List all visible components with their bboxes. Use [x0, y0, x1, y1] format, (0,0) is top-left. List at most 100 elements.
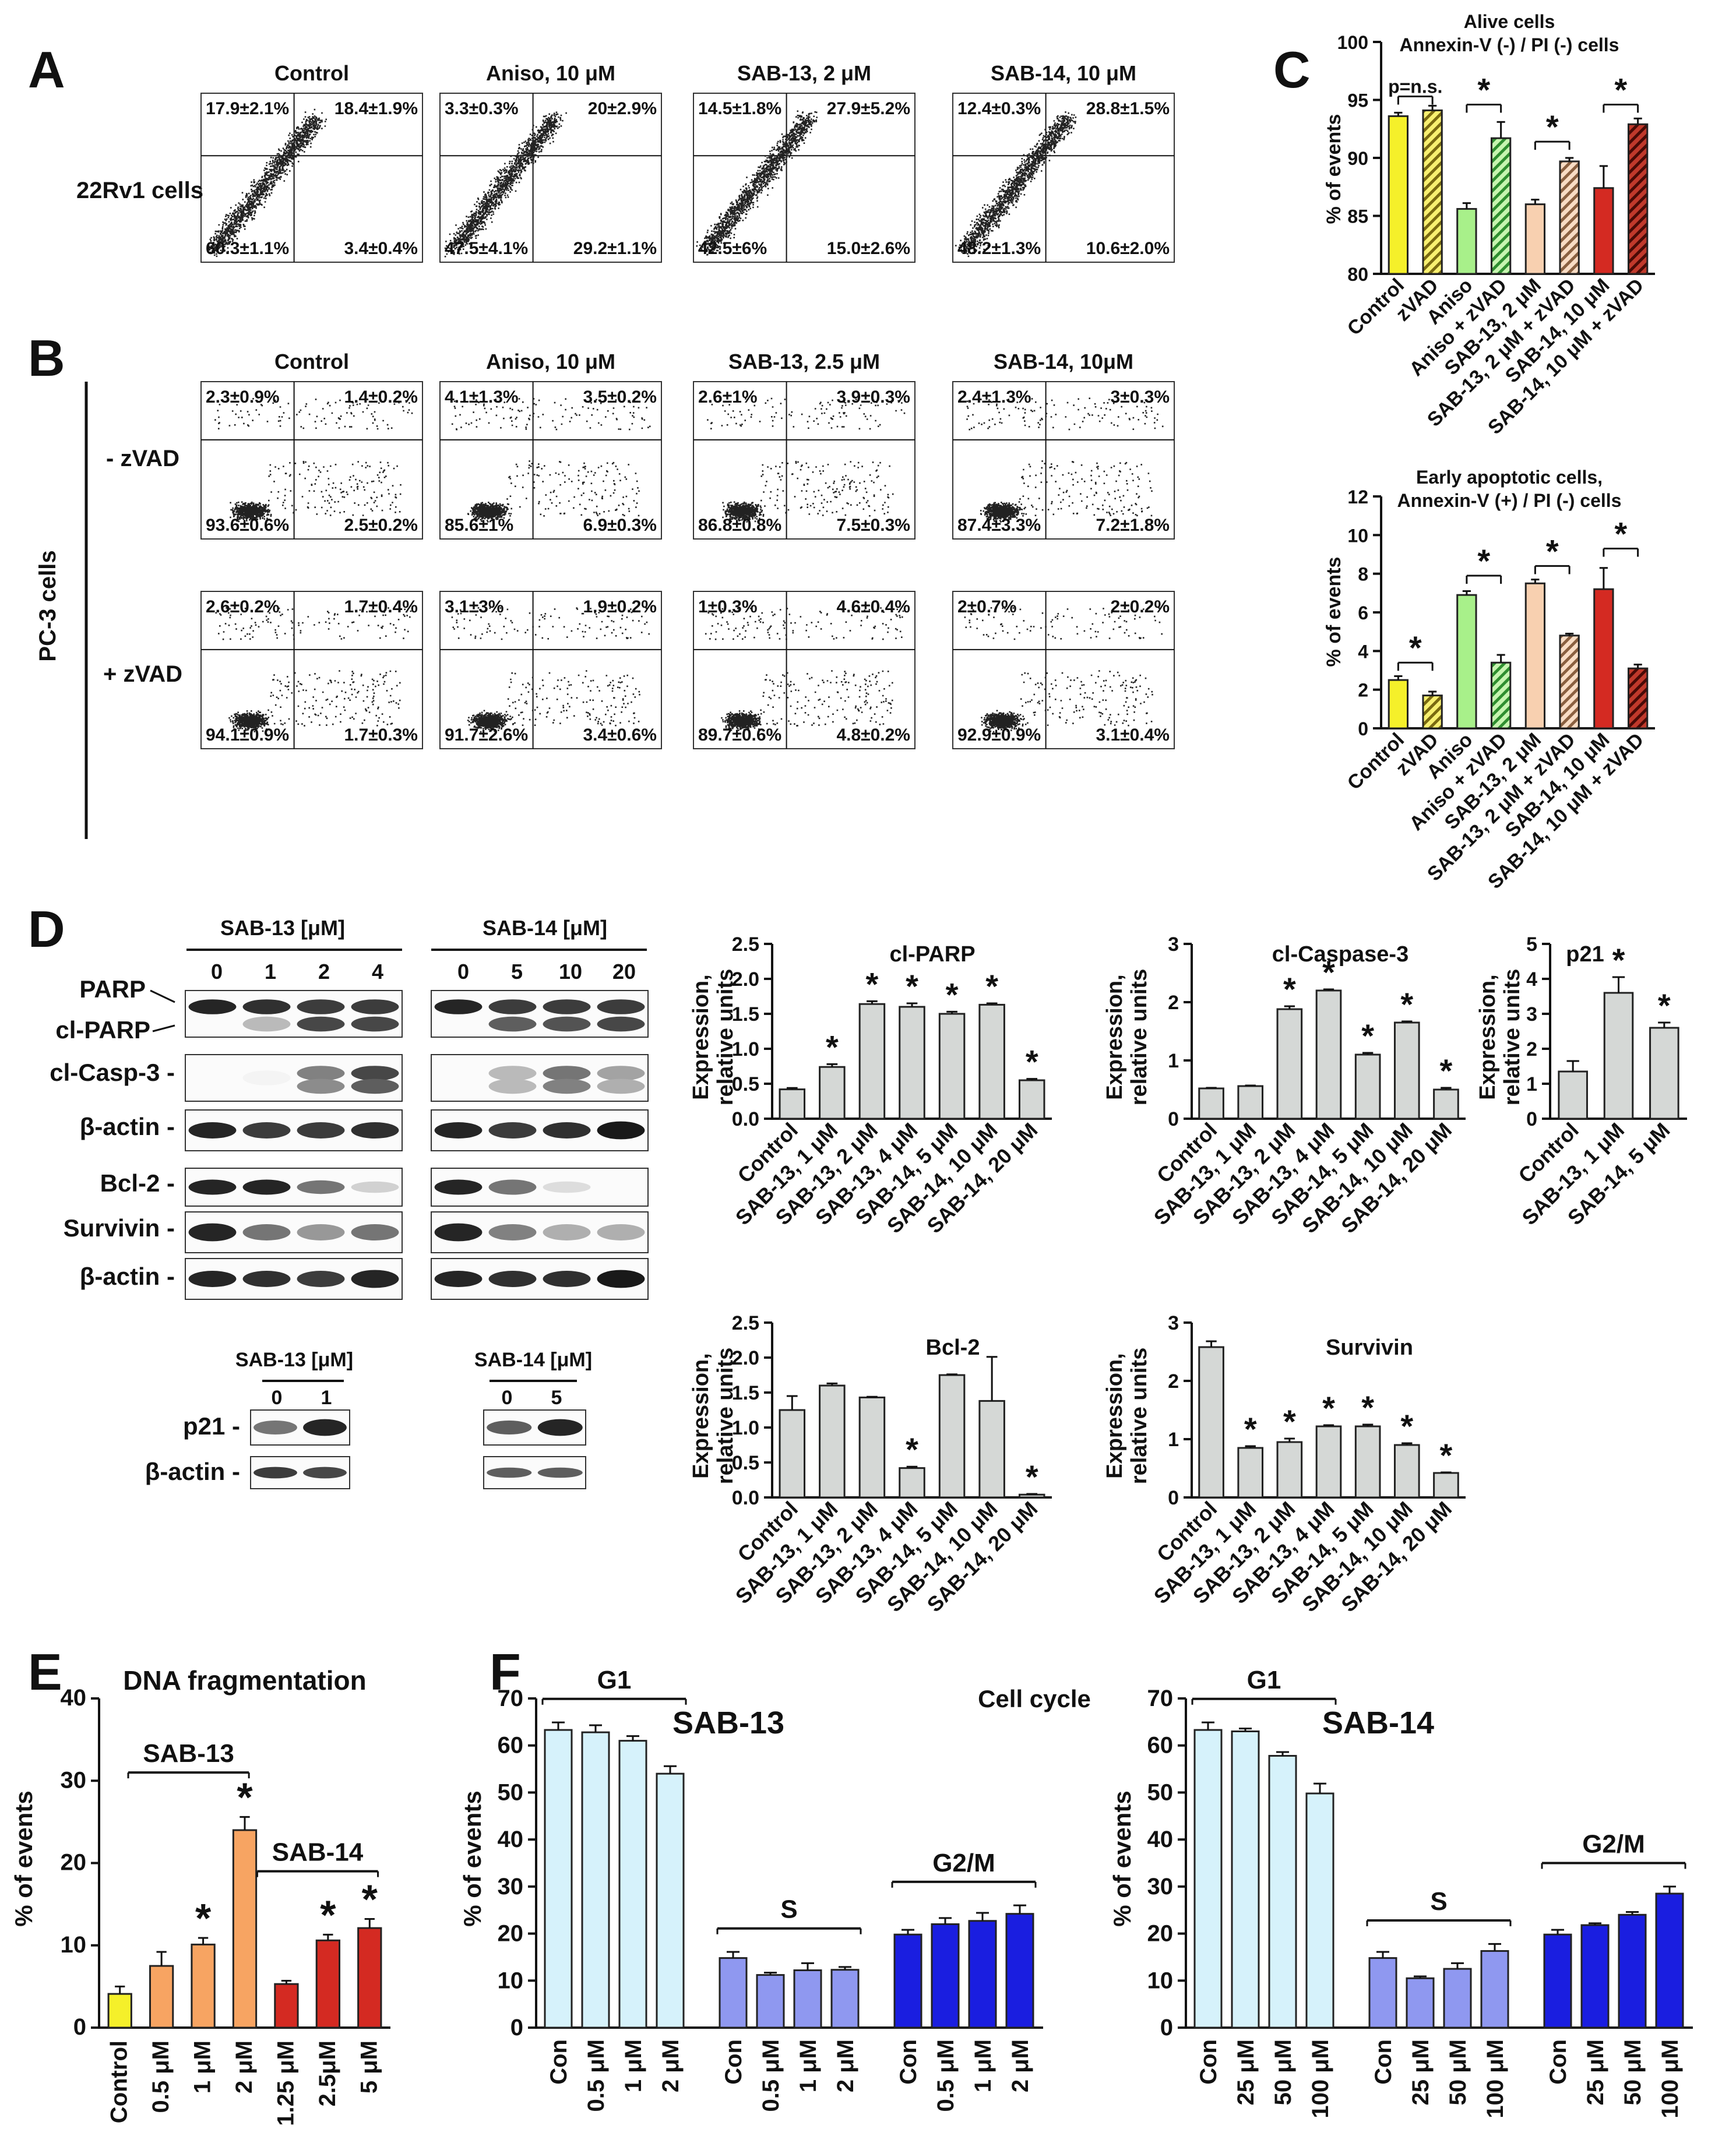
significance-star: *	[946, 976, 959, 1013]
bar-6	[1593, 187, 1614, 275]
flow-plot: SAB-14, 10μM 2.4±1.3% 3±0.3% 87.4±3.3% 7.2±1…	[952, 350, 1175, 540]
quadrant-lr: 10.6±2.0%	[1086, 239, 1170, 258]
bar-0	[1198, 1087, 1224, 1120]
quadrant-ll: 91.7±2.6%	[445, 725, 528, 745]
bar-0	[1388, 679, 1409, 729]
bar-5	[1559, 160, 1580, 275]
significance-star: *	[1283, 1403, 1296, 1440]
x-tick-label: 25 μM	[1233, 2039, 1259, 2105]
quadrant-ur: 27.9±5.2%	[827, 99, 910, 118]
y-tick-label: 50	[1147, 1779, 1174, 1805]
quadrant-lr: 1.7±0.3%	[344, 725, 418, 745]
blot-band	[297, 999, 345, 1014]
y-tick-label: 0	[1168, 1108, 1179, 1130]
y-tick-label: 90	[1347, 148, 1368, 169]
quadrant-ul: 14.5±1.8%	[698, 99, 781, 118]
significance-star: *	[1477, 542, 1490, 579]
blot-band	[597, 1121, 645, 1140]
x-tick-label: 1.25 μM	[273, 2040, 298, 2126]
blot-row-label: cl-PARP	[55, 1016, 150, 1044]
bar-G2/M-0	[1543, 1933, 1572, 2029]
quadrant-lr: 15.0±2.6%	[827, 239, 910, 258]
bar-S-1	[1406, 1977, 1435, 2029]
x-tick-label: Control	[107, 2040, 132, 2123]
x-tick-label: 100 μM	[1483, 2039, 1508, 2119]
bar-6	[357, 1927, 382, 2029]
blot-header-sab14: SAB-14 [μM]	[483, 916, 607, 940]
x-tick-label: 50 μM	[1445, 2039, 1471, 2105]
phase-label: G2/M	[1582, 1830, 1645, 1859]
bar-0	[779, 1409, 806, 1499]
significance-star: *	[1614, 71, 1627, 108]
blot-band	[487, 1421, 532, 1434]
y-tick-label: 0	[1358, 718, 1368, 739]
scatter-points	[215, 607, 412, 732]
y-tick-label: 3	[1168, 1312, 1179, 1334]
significance-star: *	[1409, 629, 1422, 666]
significance-star: *	[1283, 971, 1296, 1007]
x-tick-label: 0.5 μM	[148, 2040, 174, 2113]
x-tick-label: 2 μM	[833, 2039, 858, 2092]
significance-star: *	[1440, 1052, 1453, 1089]
bar-4	[938, 1013, 966, 1120]
x-tick-label: 0.5 μM	[758, 2039, 784, 2112]
y-tick-label: 0	[510, 2015, 523, 2040]
chart-title: Survivin	[1326, 1335, 1413, 1360]
y-tick-label: 30	[498, 1874, 524, 1899]
blot-header-sab13: SAB-13 [μM]	[220, 916, 345, 940]
x-tick-label: 100 μM	[1657, 2039, 1683, 2119]
x-tick-label: 0.5 μM	[583, 2039, 609, 2112]
significance-star: *	[826, 1028, 839, 1065]
bar-0	[1388, 115, 1409, 275]
bar-G2/M-1	[1580, 1924, 1610, 2029]
significance-star: *	[1026, 1044, 1038, 1080]
blot-row-label: β-actin -	[145, 1458, 240, 1485]
scatter-points	[444, 111, 567, 258]
significance-star: *	[1440, 1437, 1453, 1474]
y-axis-label: Expression,	[689, 974, 713, 1099]
scatter-points	[705, 607, 904, 731]
y-tick-label: 10	[1347, 525, 1368, 546]
chart-title: Alive cells	[1464, 11, 1555, 32]
y-tick-label: 100	[1337, 32, 1368, 53]
significance-star: *	[1546, 533, 1559, 569]
y-tick-label: 0	[73, 2014, 86, 2040]
dose-label: 5	[551, 1387, 562, 1409]
y-axis-label: Expression,	[1103, 974, 1127, 1099]
blot-band	[351, 1122, 399, 1139]
y-axis-label: relative units	[1127, 1348, 1152, 1484]
y-axis-label: Expression,	[1103, 1353, 1127, 1478]
blot-band	[297, 1122, 345, 1139]
y-tick-label: 80	[1347, 264, 1368, 285]
bar-2	[1276, 1008, 1303, 1120]
plot-frame	[200, 93, 423, 263]
x-tick-label: Con	[1196, 2039, 1221, 2085]
blot-band	[543, 1016, 591, 1032]
x-tick-label: 1 μM	[970, 2039, 996, 2092]
plot-title: SAB-14, 10μM	[994, 350, 1133, 373]
bar-5	[1559, 635, 1580, 729]
bar-0	[1198, 1346, 1224, 1499]
bar-G1-1	[1231, 1730, 1260, 2029]
quadrant-lr: 3.4±0.4%	[344, 239, 418, 258]
significance-star: *	[237, 1774, 253, 1820]
blot-band	[543, 1271, 591, 1287]
quadrant-ll: 94.1±0.9%	[206, 725, 289, 745]
quadrant-ll: 89.7±0.6%	[698, 725, 781, 745]
blot-row-label: β-actin -	[80, 1263, 175, 1290]
x-tick-label: Con	[1371, 2039, 1396, 2085]
bar-G2/M-3	[1655, 1892, 1684, 2029]
x-tick-label: 50 μM	[1620, 2039, 1646, 2105]
bar-S-3	[830, 1969, 860, 2029]
quadrant-ur: 1.9±0.2%	[583, 597, 657, 616]
blot-clcasp3-sab14	[431, 1054, 649, 1102]
y-tick-label: 2.5	[732, 1312, 759, 1334]
blot-band	[297, 1016, 345, 1032]
scatter-points	[955, 111, 1077, 258]
significance-star: *	[195, 1895, 212, 1941]
